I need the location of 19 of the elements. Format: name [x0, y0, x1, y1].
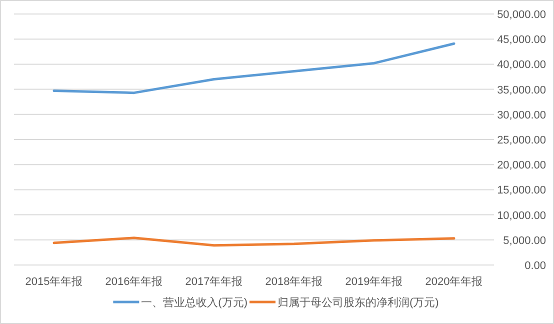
- x-tick-label: 2019年年报: [345, 276, 403, 288]
- x-tick-label: 2018年年报: [265, 276, 323, 288]
- y-tick-label: 15,000.00: [497, 184, 546, 197]
- legend-label: 一、营业总收入(万元): [141, 296, 248, 309]
- y-tick-label: 25,000.00: [497, 134, 546, 146]
- y-tick-label: 5,000.00: [503, 234, 546, 247]
- y-tick-label: 0.00: [524, 260, 546, 272]
- y-tick-label: 50,000.00: [497, 9, 546, 21]
- y-tick-label: 10,000.00: [497, 210, 546, 222]
- x-tick-label: 2015年年报: [25, 276, 83, 288]
- x-tick-label: 2020年年报: [425, 276, 483, 288]
- y-tick-label: 45,000.00: [497, 34, 546, 46]
- x-tick-label: 2017年年报: [185, 276, 243, 288]
- y-tick-label: 20,000.00: [497, 160, 546, 172]
- x-tick-label: 2016年年报: [105, 276, 163, 288]
- y-tick-label: 30,000.00: [497, 109, 546, 122]
- legend-label: 归属于母公司股东的净利润(万元): [278, 296, 439, 309]
- y-tick-label: 40,000.00: [497, 59, 546, 72]
- y-tick-label: 35,000.00: [497, 84, 546, 96]
